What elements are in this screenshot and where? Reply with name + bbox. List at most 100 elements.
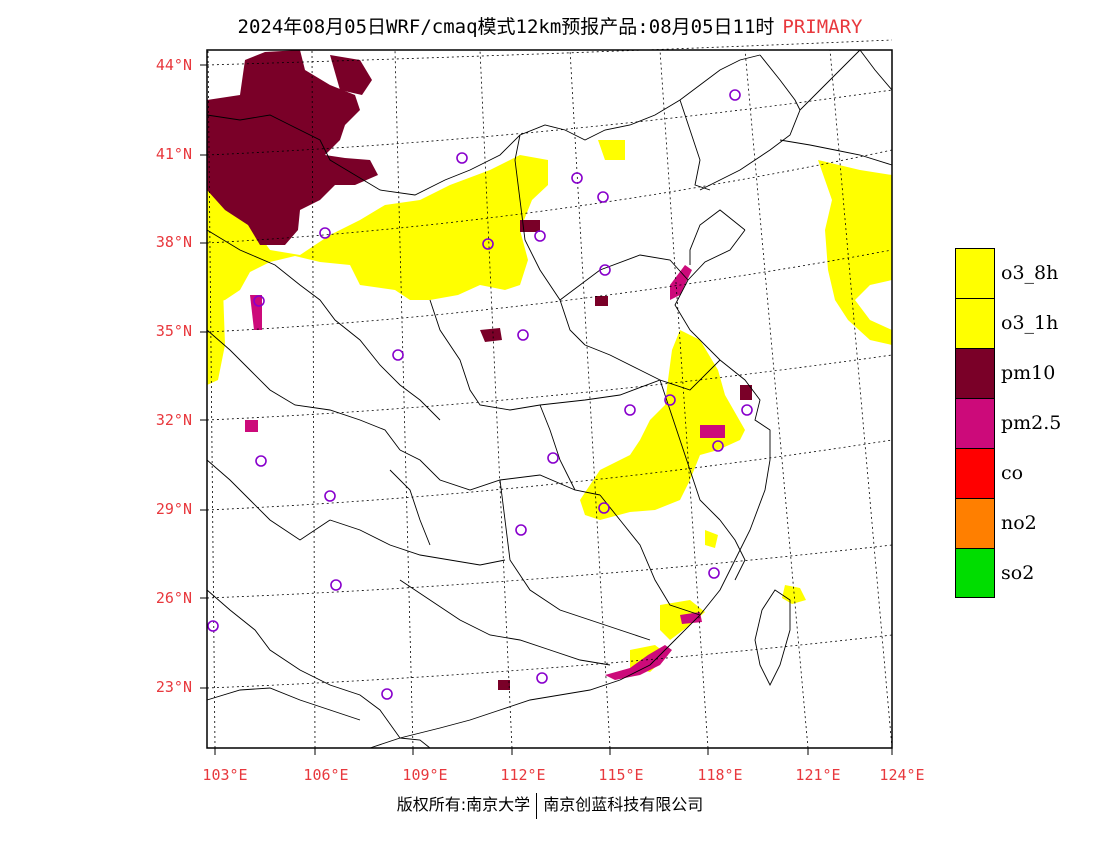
- title-text: 2024年08月05日WRF/cmaq模式12km预报产品:08月05日11时: [237, 16, 775, 38]
- legend-label: co: [1001, 462, 1024, 484]
- title-tag: PRIMARY: [782, 16, 863, 38]
- coastline: [369, 229, 771, 749]
- lat-label: 35°N: [155, 322, 192, 340]
- legend-label: o3_8h: [1001, 262, 1059, 284]
- legend-swatch: [955, 298, 995, 348]
- station-marker: [741, 404, 753, 416]
- lat-label: 38°N: [155, 233, 192, 251]
- legend-label: no2: [1001, 512, 1037, 534]
- legend-label: o3_1h: [1001, 312, 1059, 334]
- gansu-border: [206, 229, 441, 421]
- o3-region-zhejiang: [705, 530, 718, 548]
- pm10-regions: [207, 50, 752, 690]
- copyright-separator: [536, 792, 538, 819]
- hebei-shanxi: [514, 134, 586, 346]
- legend-label: pm2.5: [1001, 412, 1062, 434]
- tibet-border: [206, 459, 331, 541]
- legend-label: so2: [1001, 562, 1035, 584]
- station-marker: [330, 579, 342, 591]
- lat-label: 32°N: [155, 411, 192, 429]
- legend-swatch: [955, 348, 995, 398]
- station-marker: [324, 490, 336, 502]
- bohai-coast: [689, 209, 746, 265]
- o3-region-yangtze: [580, 330, 745, 520]
- legend-swatch: [955, 398, 995, 448]
- copyright: 版权所有:南京大学 南京创蓝科技有限公司: [0, 791, 1100, 819]
- station-marker: [599, 264, 611, 276]
- henan-border: [584, 344, 721, 391]
- o3-region-taiwan-strait: [782, 585, 806, 604]
- o3-region-beijing: [598, 140, 625, 160]
- station-marker: [392, 349, 404, 361]
- pm10-region-guangxi: [498, 680, 510, 690]
- lon-label: 115°E: [598, 766, 644, 784]
- lat-label: 44°N: [155, 56, 192, 74]
- pm10-region-hebei: [520, 220, 540, 232]
- lon-label: 112°E: [500, 766, 546, 784]
- lat-label: 26°N: [155, 589, 192, 607]
- station-marker: [517, 329, 529, 341]
- lon-label: 118°E: [697, 766, 743, 784]
- station-marker: [534, 230, 546, 242]
- station-marker: [381, 688, 393, 700]
- inner-mongolia-border: [206, 54, 761, 196]
- pm10-region-mongolia: [207, 50, 378, 245]
- station-marker: [536, 672, 548, 684]
- jiangxi-border: [599, 494, 701, 616]
- station-marker: [547, 452, 559, 464]
- station-marker: [598, 502, 610, 514]
- station-marker: [571, 172, 583, 184]
- hubei-border: [539, 404, 576, 491]
- pm25-region-jiangxi: [700, 425, 725, 438]
- northeast-border: [679, 99, 711, 191]
- lon-label: 106°E: [303, 766, 349, 784]
- lon-label: 124°E: [879, 766, 925, 784]
- o3-region-northeast: [818, 160, 892, 345]
- graticule: [206, 39, 893, 749]
- guizhou-border: [329, 519, 506, 566]
- zhejiang-border: [719, 519, 746, 581]
- pm25-region-sichuan: [245, 420, 258, 432]
- copyright-right: 南京创蓝科技有限公司: [543, 795, 704, 814]
- pm25-region-fujian: [680, 612, 702, 624]
- station-marker: [515, 524, 527, 536]
- pm25-region-shandong-coast: [670, 265, 692, 300]
- legend-label: pm10: [1001, 362, 1056, 384]
- japan-sea: [859, 49, 893, 91]
- lat-label: 29°N: [155, 500, 192, 518]
- station-markers: [207, 89, 753, 700]
- yunnan-border: [206, 589, 401, 739]
- station-marker: [253, 295, 265, 307]
- lon-label: 121°E: [795, 766, 841, 784]
- pm10-region-shandong: [595, 296, 608, 306]
- pm25-region-inner-mongolia: [250, 295, 262, 330]
- chongqing-border: [389, 469, 431, 546]
- o3-region-west-edge: [207, 260, 225, 385]
- shaanxi-border: [429, 299, 661, 411]
- map-title: 2024年08月05日WRF/cmaq模式12km预报产品:08月05日11时 P…: [0, 12, 1100, 39]
- liaodong: [699, 49, 861, 191]
- hainan-stub: [399, 737, 431, 749]
- legend-swatch: [955, 548, 995, 598]
- heilongjiang: [759, 54, 801, 111]
- lat-label: 23°N: [155, 678, 192, 696]
- lon-label: 103°E: [202, 766, 248, 784]
- pm10-region-north-lobe: [330, 55, 372, 95]
- guangxi-border: [399, 579, 611, 666]
- lat-label: 41°N: [155, 145, 192, 163]
- station-marker: [664, 394, 676, 406]
- station-marker: [482, 238, 494, 250]
- tick-marks: [200, 64, 893, 755]
- legend-swatch: [955, 448, 995, 498]
- lon-label: 109°E: [402, 766, 448, 784]
- legend-swatch: [955, 248, 995, 298]
- qinghai-border: [206, 329, 401, 451]
- station-marker: [207, 620, 219, 632]
- shandong-border: [559, 254, 689, 301]
- station-marker: [319, 227, 331, 239]
- station-marker: [597, 191, 609, 203]
- pm10-region-shaanxi: [480, 328, 502, 342]
- vietnam-border: [206, 687, 361, 721]
- station-marker: [255, 455, 267, 467]
